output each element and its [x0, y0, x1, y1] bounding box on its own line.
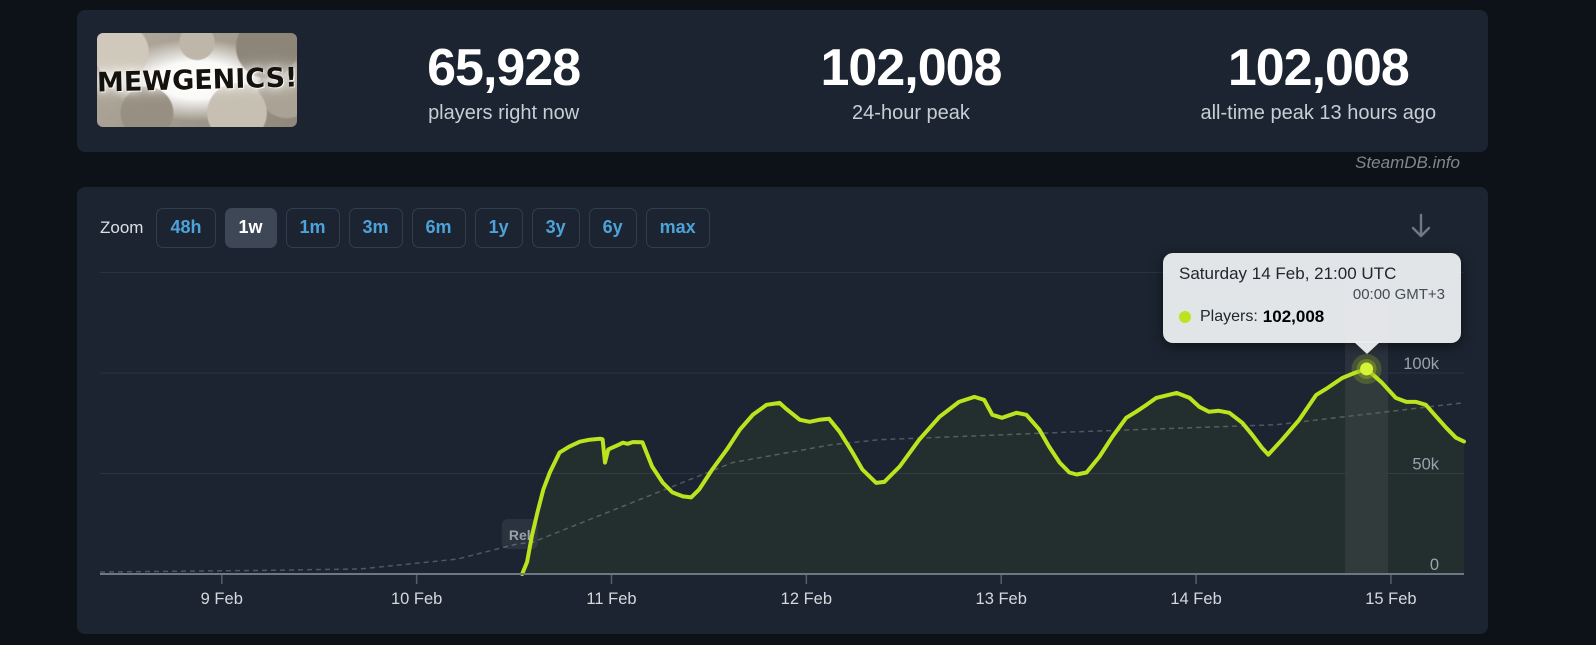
game-title: MewGenics!: [97, 61, 297, 99]
x-tick-label: 12 Feb: [781, 590, 832, 608]
steamdb-watermark: SteamDB.info: [1355, 153, 1460, 172]
stat-24h-peak: 102,008 24-hour peak: [707, 10, 1114, 152]
current-players-value: 65,928: [427, 38, 581, 97]
y-tick-label: 0: [1430, 556, 1439, 574]
current-players-label: players right now: [428, 101, 580, 124]
x-tick-label: 15 Feb: [1365, 590, 1416, 608]
zoom-ranges: 48h 1w 1m 3m 6m 1y 3y 6y max: [156, 208, 710, 248]
hover-tooltip: Saturday 14 Feb, 21:00 UTC 00:00 GMT+3 P…: [1163, 253, 1461, 343]
x-tick-label: 11 Feb: [586, 590, 636, 608]
24h-peak-value: 102,008: [820, 38, 1003, 97]
tooltip-players-value: 102,008: [1262, 307, 1325, 326]
players-line: [520, 367, 1466, 576]
range-3m-button[interactable]: 3m: [348, 208, 403, 248]
game-capsule[interactable]: MewGenics!: [97, 33, 297, 127]
y-tick-label: 100k: [1403, 355, 1440, 373]
range-3y-button[interactable]: 3y: [531, 208, 580, 248]
range-1y-button[interactable]: 1y: [474, 208, 523, 248]
tooltip-local-time: 00:00 GMT+3: [1352, 286, 1445, 303]
x-tick-label: 10 Feb: [391, 590, 442, 608]
download-arrow-icon[interactable]: [1407, 209, 1435, 247]
zoom-toolbar: Zoom 48h 1w 1m 3m 6m 1y 3y 6y max: [100, 208, 710, 248]
stat-current-players: 65,928 players right now: [300, 10, 707, 152]
x-tick-label: 13 Feb: [976, 590, 1027, 608]
release-flag: [501, 519, 538, 549]
alltime-peak-value: 102,008: [1227, 38, 1410, 97]
tooltip-caret: [1353, 341, 1381, 354]
chart-card: Zoom 48h 1w 1m 3m 6m 1y 3y 6y max Rel 9 Feb 10 Feb…: [77, 187, 1488, 634]
stats-row: 65,928 players right now 102,008 24-hour…: [300, 10, 1522, 152]
alltime-peak-label: all-time peak 13 hours ago: [1200, 101, 1437, 124]
hover-marker-dot: [1360, 362, 1374, 376]
tooltip-datetime: Saturday 14 Feb, 21:00 UTC: [1179, 264, 1397, 283]
range-1m-button[interactable]: 1m: [285, 208, 340, 248]
range-max-button[interactable]: max: [645, 208, 710, 248]
range-1w-button[interactable]: 1w: [224, 208, 277, 248]
zoom-label: Zoom: [100, 217, 144, 237]
range-6m-button[interactable]: 6m: [411, 208, 466, 248]
release-flag-label: Rel: [509, 527, 531, 543]
x-tick-label: 14 Feb: [1170, 590, 1221, 608]
stat-alltime-peak: 102,008 all-time peak 13 hours ago: [1115, 10, 1522, 152]
tooltip-players-label: Players:: [1200, 308, 1258, 325]
range-48h-button[interactable]: 48h: [156, 208, 216, 248]
players-area-fill: [522, 369, 1464, 574]
range-6y-button[interactable]: 6y: [588, 208, 637, 248]
players-chart[interactable]: Rel 9 Feb 10 Feb 11 Feb 12 Feb 13 Feb 14 Feb 15…: [77, 187, 1488, 634]
tooltip-players-row: Players: 102,008: [1179, 307, 1445, 327]
players-series-dot: [1179, 311, 1191, 323]
y-tick-label: 50k: [1412, 456, 1439, 474]
24h-peak-label: 24-hour peak: [852, 101, 970, 124]
trend-dashed-line: [99, 402, 1463, 573]
x-tick-label: 9 Feb: [201, 590, 243, 608]
header-card: MewGenics! 65,928 players right now 102,…: [77, 10, 1488, 152]
